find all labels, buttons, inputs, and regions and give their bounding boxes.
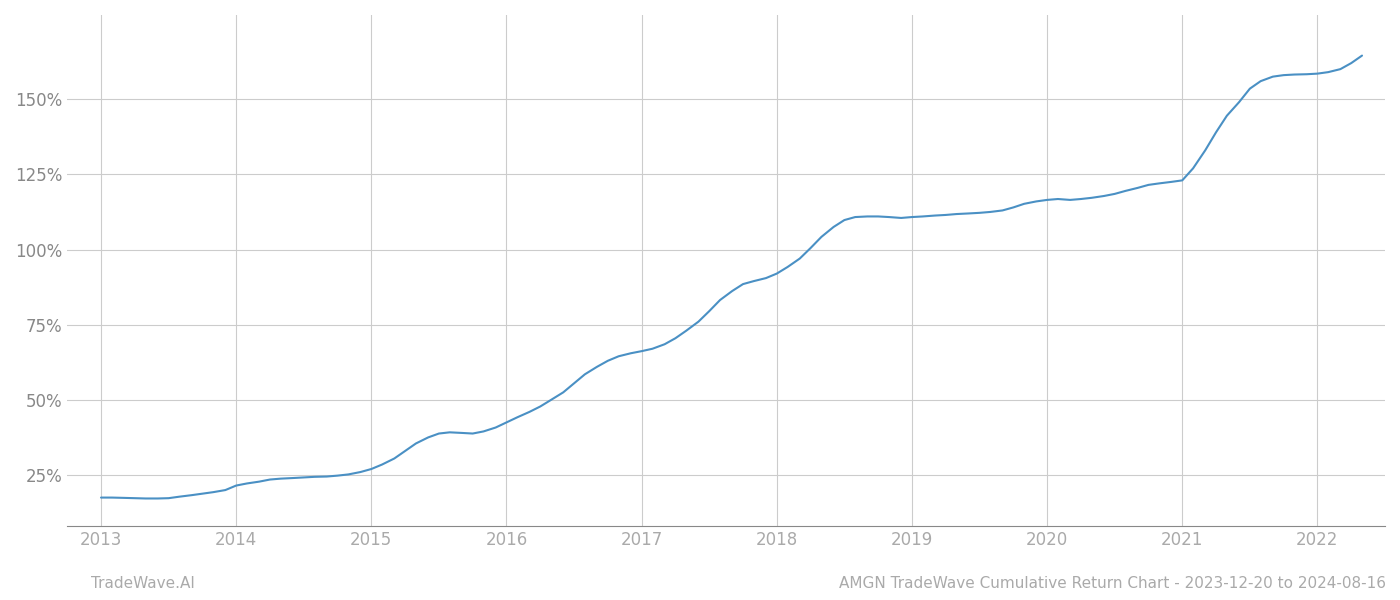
Text: TradeWave.AI: TradeWave.AI [91, 576, 195, 591]
Text: AMGN TradeWave Cumulative Return Chart - 2023-12-20 to 2024-08-16: AMGN TradeWave Cumulative Return Chart -… [839, 576, 1386, 591]
